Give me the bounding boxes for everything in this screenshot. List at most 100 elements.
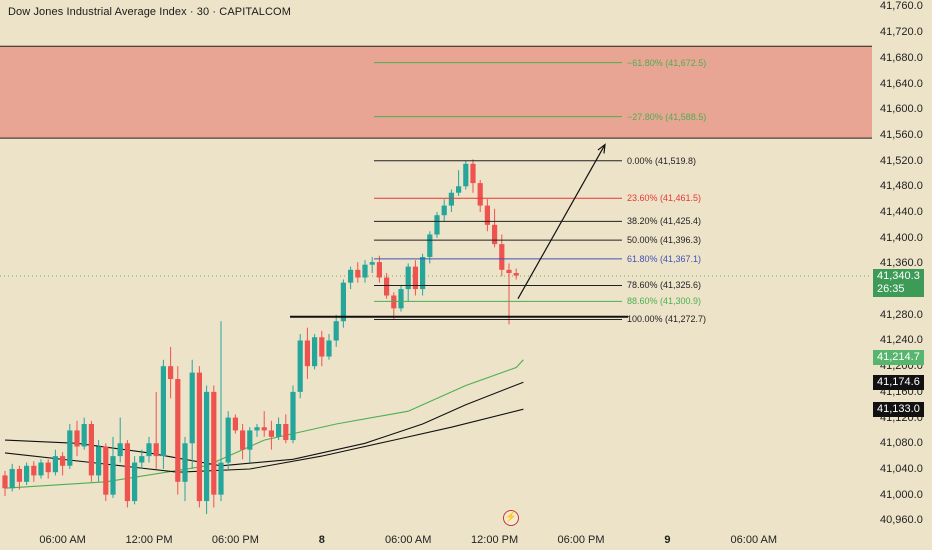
- candle-body: [463, 163, 469, 187]
- candle-body: [204, 391, 210, 502]
- candle-body: [506, 269, 512, 274]
- candle-body: [513, 273, 519, 276]
- fib-level-label: −27.80% (41,588.5): [627, 111, 707, 122]
- candle-body: [182, 443, 188, 482]
- candle-body: [304, 340, 310, 367]
- fib-level-label: 78.60% (41,325.6): [627, 280, 702, 291]
- candle-body: [211, 391, 217, 495]
- candle-body: [52, 456, 58, 473]
- candle-body: [16, 468, 22, 482]
- price-axis[interactable]: 41,760.0 41,720.0 41,680.0 41,640.0 41,600.0…: [872, 0, 932, 530]
- candle-body: [312, 337, 318, 367]
- y-tick-label: 41,040.0: [880, 462, 923, 475]
- candle-body: [492, 224, 498, 245]
- candle-body: [348, 269, 354, 283]
- x-tick-label: 06:00 AM: [730, 534, 778, 546]
- candle-body: [456, 186, 462, 193]
- y-tick-label: 41,240.0: [880, 334, 923, 347]
- fib-level-label: 100.00% (41,272.7): [627, 314, 707, 325]
- candle-body: [333, 321, 339, 341]
- x-tick-label: 12:00 PM: [125, 534, 173, 546]
- candle-body: [232, 417, 238, 431]
- tradingview-logo-icon[interactable]: ⚡: [503, 510, 519, 526]
- y-tick-label: 40,960.0: [880, 514, 923, 527]
- candle-body: [24, 465, 30, 482]
- fib-level-label: 0.00% (41,519.8): [627, 155, 697, 166]
- y-tick-label: 41,720.0: [880, 26, 923, 39]
- x-tick-label: 8: [318, 534, 325, 546]
- candle-body: [326, 340, 332, 357]
- y-tick-label: 41,640.0: [880, 77, 923, 90]
- candle-body: [139, 456, 145, 463]
- candle-body: [420, 256, 426, 290]
- y-tick-label: 41,600.0: [880, 103, 923, 116]
- bar-countdown: 26:35: [877, 283, 905, 296]
- y-tick-label: 41,080.0: [880, 437, 923, 450]
- candle-body: [60, 456, 66, 466]
- candle-body: [168, 366, 174, 380]
- x-tick-label: 06:00 AM: [384, 534, 432, 546]
- candle-body: [45, 462, 51, 473]
- x-tick-label: 12:00 PM: [471, 534, 519, 546]
- candle-body: [355, 269, 361, 278]
- candle-body: [225, 417, 231, 463]
- y-tick-label: 41,000.0: [880, 488, 923, 501]
- candle-body: [340, 282, 346, 322]
- candle-body: [319, 337, 325, 357]
- candle-body: [240, 430, 246, 450]
- candle-body: [276, 424, 282, 437]
- candle-body: [38, 462, 44, 476]
- candle-body: [254, 427, 260, 431]
- candle-body: [477, 183, 483, 206]
- candle-body: [405, 266, 411, 290]
- fib-level-label: 61.80% (41,367.1): [627, 253, 702, 264]
- candle-body: [484, 205, 490, 225]
- candle-body: [124, 443, 130, 502]
- candle-body: [67, 430, 73, 466]
- candle-body: [153, 443, 159, 457]
- y-tick-label: 41,480.0: [880, 180, 923, 193]
- y-tick-label: 41,400.0: [880, 231, 923, 244]
- candle-body: [247, 430, 253, 450]
- candle-body: [297, 340, 303, 392]
- candle-body: [441, 205, 447, 216]
- fib-level-label: 23.60% (41,461.5): [627, 193, 702, 204]
- candle-body: [110, 456, 116, 495]
- y-tick-label: 41,560.0: [880, 128, 923, 141]
- candle-body: [290, 391, 296, 441]
- fib-level-label: 50.00% (41,396.3): [627, 235, 702, 246]
- candle-body: [448, 192, 454, 206]
- price-chart[interactable]: [0, 0, 872, 530]
- candle-body: [189, 372, 195, 444]
- candle-body: [261, 427, 267, 431]
- y-tick-label: 41,280.0: [880, 308, 923, 321]
- candle-body: [362, 264, 368, 278]
- candle-body: [96, 446, 102, 476]
- projection-arrow-head: [597, 143, 606, 154]
- candle-body: [132, 462, 138, 502]
- x-tick-label: 06:00 PM: [211, 534, 259, 546]
- fib-level-label: 38.20% (41,425.4): [627, 216, 702, 227]
- ma-green-price-tag: 41,214.7: [873, 349, 924, 365]
- projection-arrow: [517, 144, 606, 300]
- candle-body: [376, 262, 382, 278]
- candle-body: [9, 468, 15, 489]
- chart-title: Dow Jones Industrial Average Index · 30 …: [8, 6, 291, 18]
- candle-body: [2, 475, 8, 489]
- fib-level-label: 88.60% (41,300.9): [627, 296, 702, 307]
- candle-body: [175, 379, 181, 482]
- candle-body: [88, 424, 94, 476]
- candle-body: [470, 163, 476, 184]
- candle-body: [146, 443, 152, 457]
- candle-body: [117, 443, 123, 457]
- candle-body: [434, 215, 440, 235]
- candle-body: [369, 262, 375, 265]
- candle-body: [499, 244, 505, 270]
- candle-body: [218, 462, 224, 495]
- ma-black-lower-price-tag: 41,133.0: [873, 402, 924, 418]
- y-tick-label: 41,440.0: [880, 206, 923, 218]
- candle-body: [384, 277, 390, 296]
- candle-body: [103, 446, 109, 495]
- y-tick-label: 41,760.0: [880, 0, 923, 13]
